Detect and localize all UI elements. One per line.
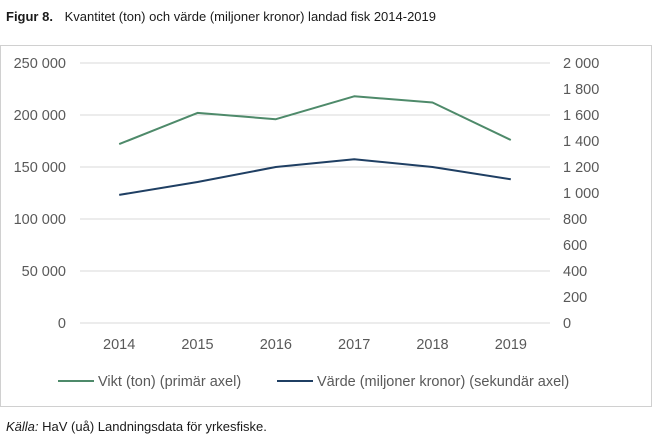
- y-secondary-tick-label: 1 800: [563, 82, 599, 98]
- series-line-varde: [119, 158, 511, 196]
- series-lines: [118, 95, 512, 196]
- source-note: Källa: HaV (uå) Landningsdata för yrkesf…: [6, 419, 267, 434]
- y-primary-tick-label: 200 000: [14, 108, 66, 124]
- legend-item-varde: Värde (miljoner kronor) (sekundär axel): [277, 374, 569, 390]
- y-secondary-tick-label: 1 000: [563, 186, 599, 202]
- y-primary-tick-label: 250 000: [14, 56, 66, 72]
- source-text: HaV (uå) Landningsdata för yrkesfiske.: [42, 419, 267, 434]
- y-axis-primary: 0 50 000 100 000 150 000 200 000 250 000: [14, 56, 66, 332]
- x-tick-label: 2016: [260, 337, 292, 353]
- x-tick-label: 2014: [103, 337, 135, 353]
- legend-label: Vikt (ton) (primär axel): [98, 374, 241, 390]
- figure-title: Figur 8. Kvantitet (ton) och värde (milj…: [6, 9, 436, 24]
- y-secondary-tick-label: 200: [563, 290, 587, 306]
- y-secondary-tick-label: 800: [563, 212, 587, 228]
- x-tick-label: 2018: [416, 337, 448, 353]
- x-axis: 2014 2015 2016 2017 2018 2019: [103, 337, 527, 353]
- y-primary-tick-label: 100 000: [14, 212, 66, 228]
- y-primary-tick-label: 50 000: [22, 264, 66, 280]
- series-line-vikt: [118, 95, 512, 146]
- y-secondary-tick-label: 600: [563, 238, 587, 254]
- x-tick-label: 2019: [495, 337, 527, 353]
- y-secondary-tick-label: 400: [563, 264, 587, 280]
- y-secondary-tick-label: 1 600: [563, 108, 599, 124]
- y-primary-tick-label: 150 000: [14, 160, 66, 176]
- y-secondary-tick-label: 1 200: [563, 160, 599, 176]
- x-tick-label: 2017: [338, 337, 370, 353]
- y-axis-secondary: 0 200 400 600 800 1 000 1 200 1 400 1 600 1 800 2 …: [563, 56, 599, 332]
- figure-title-text: Kvantitet (ton) och värde (miljoner kron…: [64, 9, 436, 24]
- gridlines: [80, 62, 550, 324]
- legend-label: Värde (miljoner kronor) (sekundär axel): [317, 374, 569, 390]
- legend: Vikt (ton) (primär axel) Värde (miljoner …: [58, 374, 569, 390]
- x-tick-label: 2015: [181, 337, 213, 353]
- figure-label: Figur 8.: [6, 9, 53, 24]
- y-secondary-tick-label: 0: [563, 316, 571, 332]
- source-label: Källa:: [6, 419, 39, 434]
- y-primary-tick-label: 0: [58, 316, 66, 332]
- y-secondary-tick-label: 2 000: [563, 56, 599, 72]
- y-secondary-tick-label: 1 400: [563, 134, 599, 150]
- legend-item-vikt: Vikt (ton) (primär axel): [58, 374, 241, 390]
